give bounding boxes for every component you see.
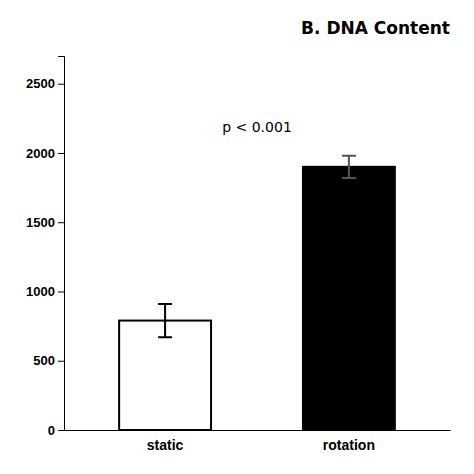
chart: 0 500 1000 1500 2000 2500 static rotation p < 0.… [0, 0, 474, 474]
y-tick-mark [58, 430, 64, 431]
y-tick-mark [58, 153, 64, 154]
y-tick-label: 1500 [26, 215, 55, 230]
y-tick-label: 0 [48, 423, 55, 438]
error-bar [158, 304, 172, 337]
error-bar [342, 156, 356, 178]
y-tick: 1000 [26, 284, 64, 299]
y-tick-mark [58, 291, 64, 292]
y-tick: 2000 [26, 146, 64, 161]
y-tick-label: 2000 [26, 146, 55, 161]
plot: 0 500 1000 1500 2000 2500 static rotation p < 0.… [26, 57, 450, 453]
y-tick: 0 [48, 423, 64, 438]
y-tick-label: 1000 [26, 284, 55, 299]
marks [119, 156, 395, 430]
annotation: p < 0.001 [222, 119, 292, 135]
y-tick-label: 2500 [26, 76, 55, 91]
x-tick: static [147, 437, 184, 453]
y-tick: 1500 [26, 215, 64, 230]
x-axis: static rotation [65, 431, 451, 453]
y-axis-line [58, 57, 65, 431]
y-axis: 0 500 1000 1500 2000 2500 [26, 57, 64, 438]
y-tick-mark [58, 222, 64, 223]
y-tick-label: 500 [33, 353, 55, 368]
y-tick-mark [58, 84, 64, 85]
title: B. DNA Content [301, 18, 450, 38]
x-tick-label: static [147, 437, 184, 453]
y-tick: 2500 [26, 76, 64, 91]
x-tick: rotation [323, 437, 375, 453]
x-axis-line [65, 430, 451, 431]
bar [303, 167, 395, 430]
x-tick-label: rotation [323, 437, 375, 453]
y-tick-mark [58, 361, 64, 362]
y-tick: 500 [33, 353, 64, 368]
